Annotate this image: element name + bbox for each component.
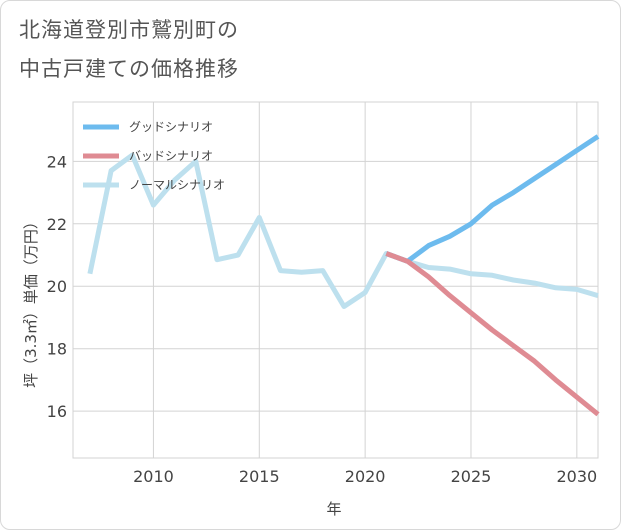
chart-title-line2: 中古戸建ての価格推移 (19, 57, 239, 81)
chart-title-line1: 北海道登別市鷲別町の (19, 18, 239, 42)
y-axis-label: 坪（3.3㎡）単価（万円） (22, 214, 40, 388)
x-tick-label: 2025 (451, 467, 492, 486)
series-line-1 (385, 251, 600, 417)
x-tick-label: 2015 (239, 467, 280, 486)
y-tick-label: 16 (47, 402, 67, 421)
x-tick-labels: 2010 2015 2020 2025 2030 (133, 467, 597, 486)
y-tick-labels: 16 18 20 22 24 (47, 152, 67, 421)
x-axis-label: 年 (326, 500, 341, 518)
series-line-0 (385, 134, 600, 264)
legend-label-0: グッドシナリオ (129, 120, 213, 134)
x-tick-label: 2010 (133, 467, 174, 486)
grid-lines (73, 102, 598, 458)
legend-label-1: バッドシナリオ (129, 149, 213, 163)
x-tick-label: 2020 (345, 467, 386, 486)
y-tick-label: 24 (47, 152, 67, 171)
x-tick-label: 2030 (556, 467, 597, 486)
y-tick-label: 18 (47, 340, 67, 359)
y-tick-label: 20 (47, 277, 67, 296)
y-tick-label: 22 (47, 215, 67, 234)
plot-area-frame (72, 101, 599, 459)
series-line-2 (87, 152, 599, 309)
legend-label-2: ノーマルシナリオ (129, 178, 225, 192)
series-layer (87, 134, 600, 417)
